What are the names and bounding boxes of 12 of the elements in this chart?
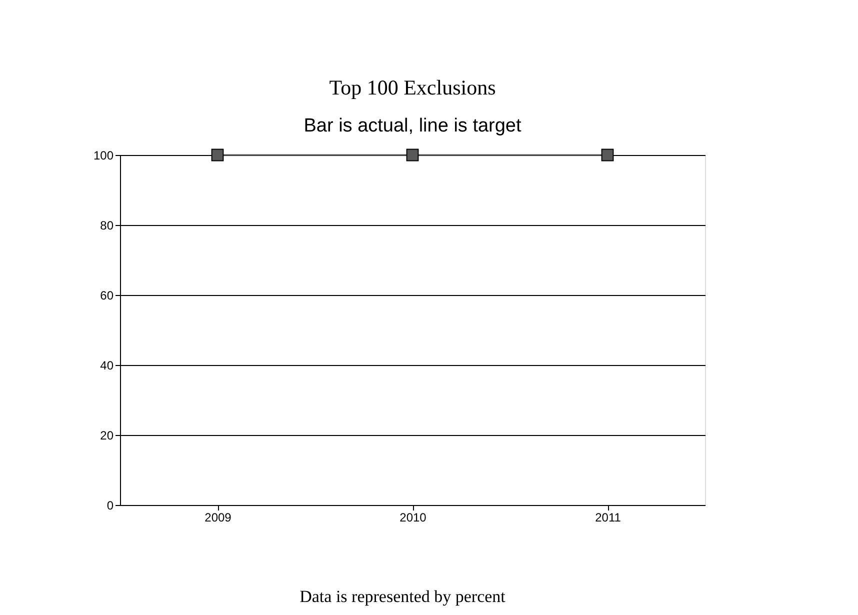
y-tick-label: 0 (106, 498, 114, 512)
x-tick-label: 2011 (595, 510, 622, 524)
x-tick-label: 2010 (400, 510, 427, 524)
y-tick-label: 40 (100, 358, 114, 372)
text: Data is represented by percent (300, 587, 506, 606)
x-tick-label: 2009 (204, 510, 232, 524)
y-tick-label: 60 (100, 288, 114, 302)
y-tick-label: 80 (100, 218, 114, 232)
chart-subtitle: Bar is actual, line is target (304, 115, 522, 136)
chart-title: Top 100 Exclusions (329, 75, 496, 100)
y-tick-label: 20 (100, 428, 114, 442)
y-tick-label: 100 (93, 148, 114, 162)
